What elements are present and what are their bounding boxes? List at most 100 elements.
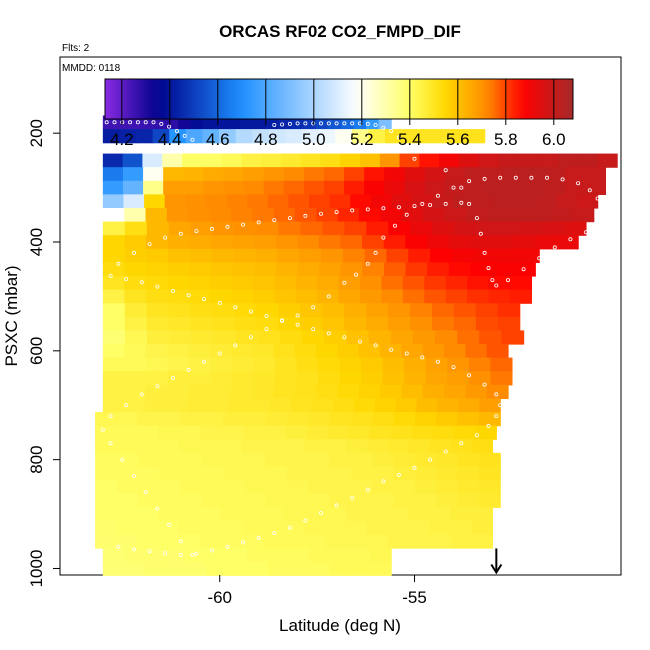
heatmap-cell	[102, 180, 124, 195]
heatmap-cell	[411, 425, 434, 440]
heatmap-cell	[167, 371, 190, 386]
colorbar-tick-label: 5.8	[494, 130, 518, 149]
heatmap-cell	[168, 248, 191, 263]
heatmap-cell	[432, 221, 455, 236]
sample-point	[120, 457, 125, 462]
heatmap-cell	[180, 452, 203, 468]
sample-point	[459, 441, 464, 446]
heatmap-cell	[168, 303, 192, 318]
heatmap-cell	[436, 452, 459, 468]
heatmap-cell	[382, 357, 405, 372]
sample-point	[209, 548, 214, 553]
heatmap-cell	[244, 480, 267, 495]
heatmap-cell	[122, 167, 144, 182]
heatmap-cell	[209, 207, 232, 223]
heatmap-cell	[180, 466, 203, 481]
heatmap-cell	[384, 167, 405, 182]
colorbar-tick-label: 6.0	[542, 130, 566, 149]
colorbar-tick-label: 4.8	[254, 130, 278, 149]
heatmap-cell	[339, 371, 362, 386]
heatmap-cell	[382, 371, 405, 386]
sample-point	[404, 146, 409, 151]
heatmap-cell	[317, 276, 340, 291]
heatmap-cell	[283, 439, 305, 454]
colorbar-tick-label: 5.0	[302, 130, 326, 149]
heatmap-cell	[436, 412, 459, 427]
sample-point	[170, 288, 175, 293]
heatmap-cell	[95, 452, 117, 468]
sample-point	[124, 276, 129, 281]
heatmap-cell	[390, 425, 413, 440]
heatmap-cell	[370, 561, 392, 576]
heatmap-cell	[344, 180, 365, 195]
heatmap-cell	[286, 480, 309, 495]
heatmap-cell	[451, 248, 475, 263]
heatmap-cell	[359, 153, 381, 168]
heatmap-cell	[159, 493, 181, 508]
heatmap-cell	[283, 507, 305, 522]
heatmap-cell	[252, 289, 275, 304]
heatmap-cell	[309, 194, 331, 209]
heatmap-cell	[364, 167, 385, 182]
sample-point	[576, 181, 581, 186]
heatmap-cell	[422, 344, 445, 359]
heatmap-cell	[136, 520, 159, 536]
heatmap-cell	[232, 235, 255, 250]
heatmap-cell	[124, 289, 147, 304]
heatmap-cell	[166, 207, 189, 223]
heatmap-cell	[478, 466, 501, 481]
sample-point	[303, 121, 308, 126]
heatmap-cell	[102, 344, 125, 359]
sample-point	[264, 313, 269, 318]
heatmap-cell	[436, 466, 459, 481]
sample-point	[381, 206, 386, 211]
heatmap-cell	[102, 153, 124, 168]
heatmap-cell	[115, 534, 138, 549]
heatmap-cell	[380, 384, 402, 400]
heatmap-cell	[350, 466, 373, 481]
heatmap-cell	[102, 384, 125, 400]
sample-point	[124, 403, 129, 408]
heatmap-cell	[95, 520, 117, 536]
heatmap-cell	[473, 194, 496, 209]
heatmap-cell	[157, 507, 180, 522]
heatmap-cell	[323, 180, 345, 195]
heatmap-cell	[122, 180, 144, 195]
arrow-marker	[490, 548, 503, 575]
heatmap-cell	[457, 466, 480, 481]
sample-point	[412, 465, 417, 470]
heatmap-cell	[249, 398, 271, 413]
sample-point	[494, 283, 499, 288]
heatmap-cell	[473, 248, 497, 263]
heatmap-cell	[159, 452, 181, 468]
heatmap-cell	[387, 520, 410, 536]
heatmap-cell	[422, 207, 445, 223]
heatmap-cell	[475, 425, 497, 440]
sample-point	[545, 175, 550, 180]
heatmap-cell	[332, 398, 355, 413]
heatmap-cell	[366, 534, 389, 549]
heatmap-cell	[294, 207, 317, 223]
heatmap-cell	[157, 534, 180, 549]
heatmap-cell	[435, 330, 458, 345]
sample-point	[264, 327, 269, 332]
heatmap-cell	[337, 207, 360, 223]
sample-point	[186, 367, 191, 372]
heatmap-cell	[144, 561, 166, 576]
heatmap-cell	[358, 384, 381, 400]
heatmap-cell	[163, 180, 184, 195]
heatmap-cell	[497, 316, 521, 332]
sample-point	[178, 231, 183, 236]
heatmap-cell	[509, 276, 532, 291]
heatmap-cell	[464, 167, 486, 182]
heatmap-cell	[304, 439, 326, 454]
heatmap-cell	[244, 493, 267, 508]
sample-point	[334, 503, 339, 508]
heatmap-cell	[241, 520, 263, 536]
heatmap-cell	[465, 384, 488, 400]
heatmap-cell	[124, 262, 147, 277]
heatmap-cell	[414, 412, 437, 427]
heatmap-cell	[401, 129, 419, 144]
heatmap-cell	[529, 207, 552, 223]
heatmap-cell	[318, 235, 342, 250]
